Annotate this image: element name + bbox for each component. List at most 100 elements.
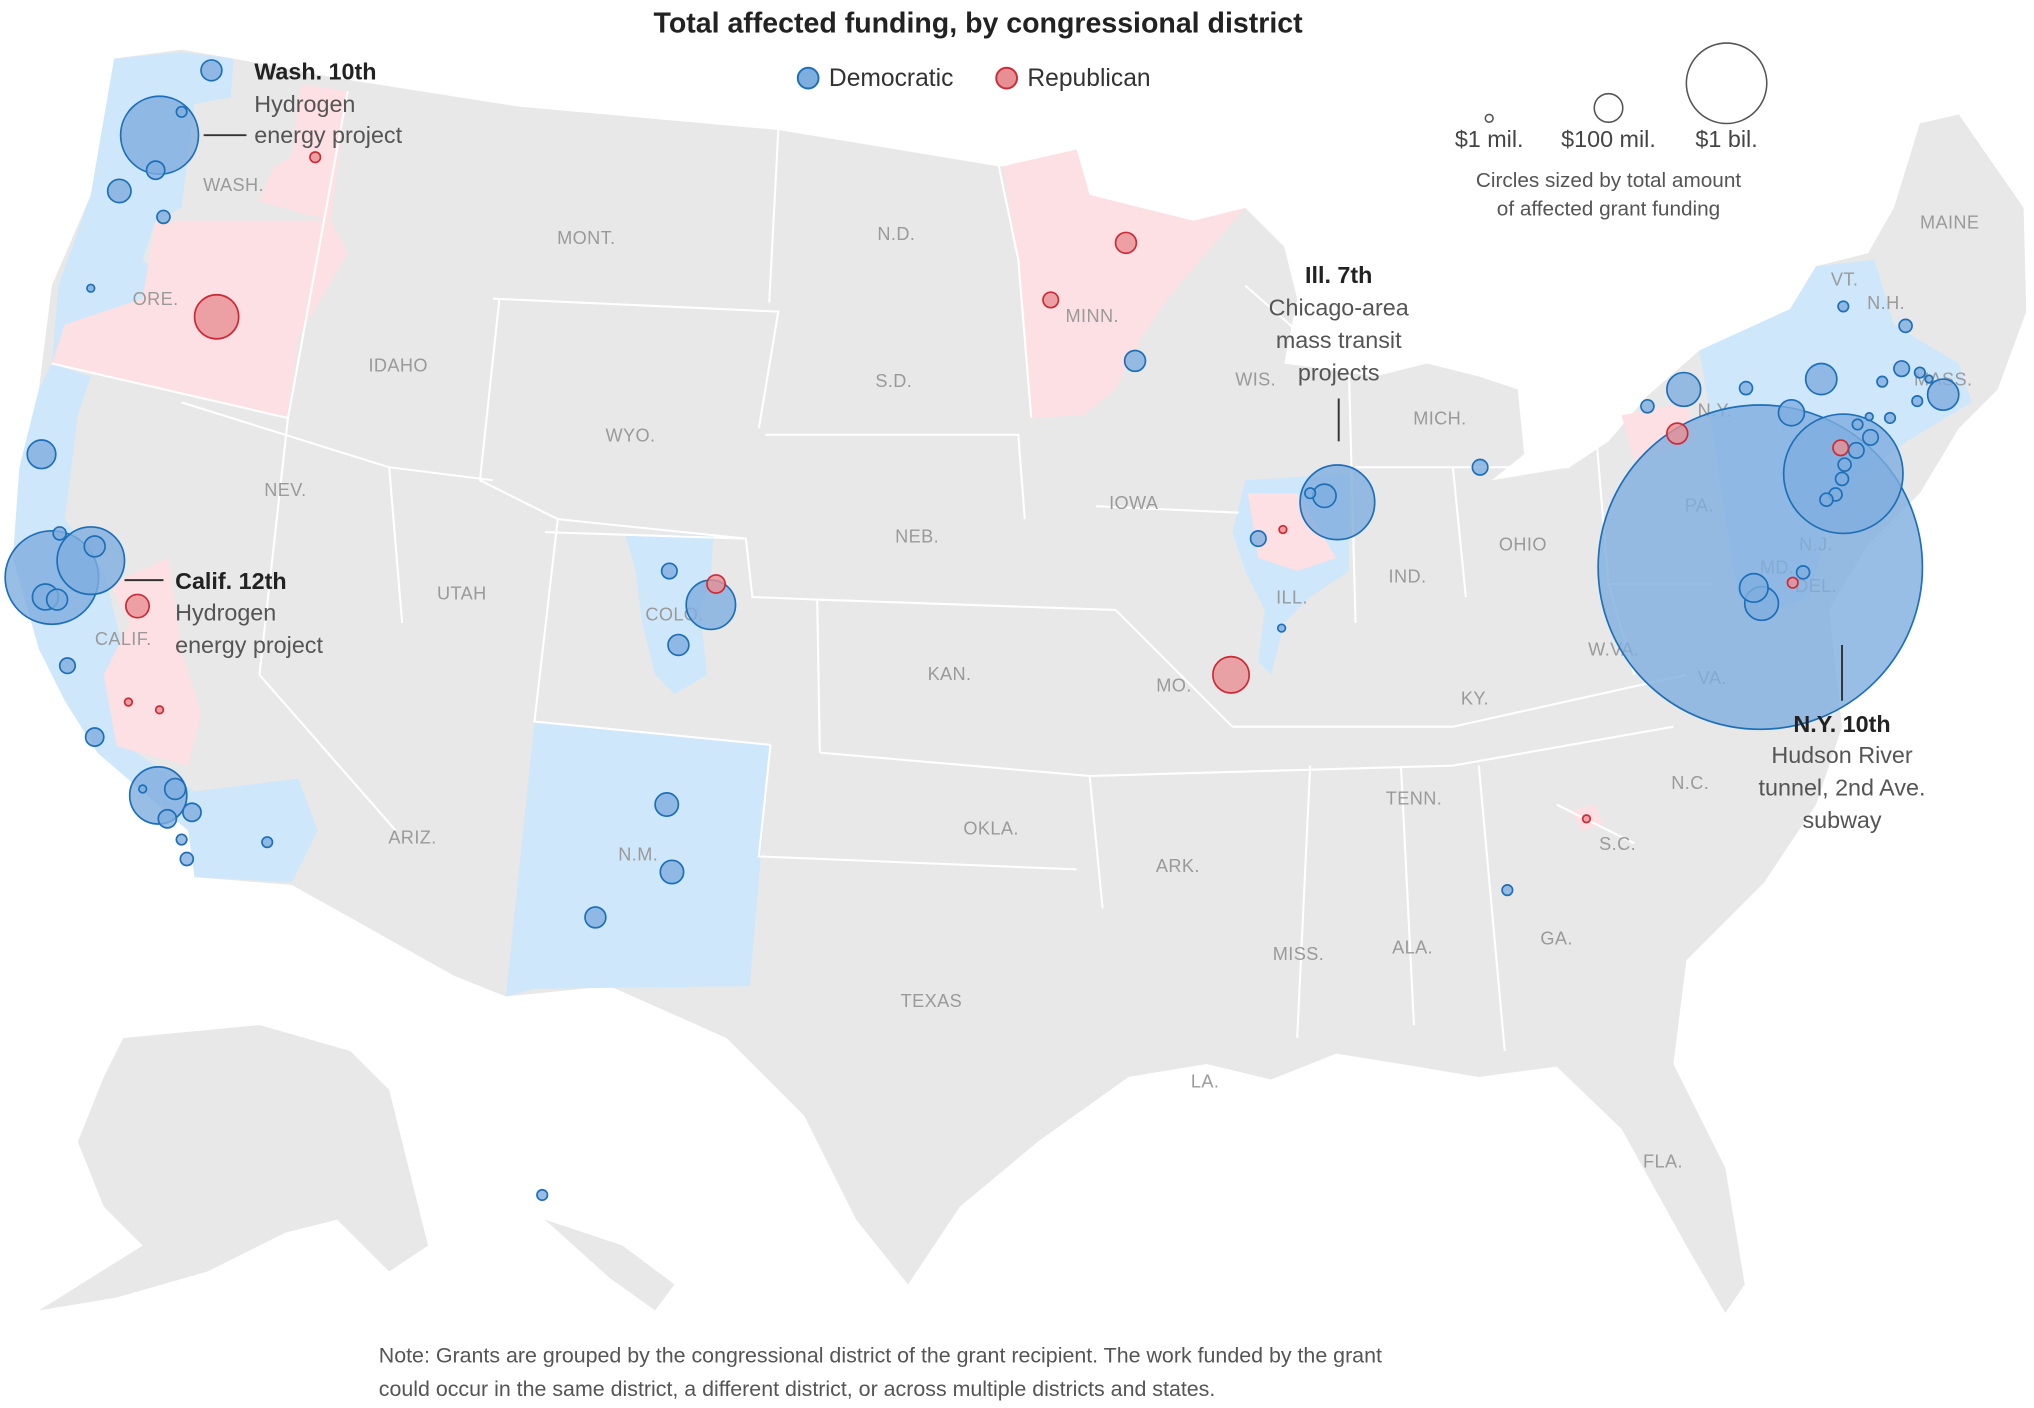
dem-area-new-mexico [505, 721, 771, 997]
democratic-district-circle[interactable] [667, 633, 690, 657]
state-label: GA. [1540, 929, 1572, 949]
state-label: N.D. [877, 224, 915, 244]
size-legend-label-1mil: $1 mil. [1455, 126, 1524, 152]
annotation-text: Hydrogen [175, 599, 276, 625]
democratic-district-circle[interactable] [45, 588, 69, 611]
democratic-district-circle[interactable] [1501, 884, 1514, 897]
democratic-district-circle[interactable] [1911, 395, 1924, 408]
state-label: WASH. [203, 175, 264, 195]
democratic-district-circle[interactable] [175, 833, 188, 846]
democratic-district-circle[interactable] [1893, 360, 1911, 378]
democratic-district-circle[interactable] [1249, 530, 1267, 548]
democratic-district-circle[interactable] [1471, 458, 1489, 476]
size-legend-caption-2: of affected grant funding [1497, 198, 1720, 221]
annotation-text: energy project [254, 122, 402, 148]
democratic-district-circle[interactable] [659, 859, 685, 885]
republican-district-circle[interactable] [1581, 814, 1592, 824]
democratic-district-circle[interactable] [157, 808, 178, 829]
democratic-district-circle[interactable] [1777, 398, 1806, 427]
republican-district-circle[interactable] [1666, 422, 1689, 445]
democratic-district-circle[interactable] [1276, 623, 1287, 633]
republican-district-circle[interactable] [706, 574, 726, 594]
democratic-district-circle[interactable] [1837, 457, 1852, 472]
annotation-wash-10th: Wash. 10th Hydrogen energy project [203, 58, 403, 148]
republican-district-circle[interactable] [1278, 524, 1288, 535]
republican-district-circle[interactable] [1832, 439, 1850, 457]
democratic-district-circle[interactable] [660, 562, 678, 580]
democratic-district-circle[interactable] [179, 851, 195, 867]
democratic-district-circle[interactable] [163, 777, 187, 801]
democratic-district-circle[interactable] [175, 105, 188, 118]
democratic-district-circle[interactable] [56, 526, 126, 596]
democratic-district-circle[interactable] [1876, 375, 1889, 388]
annotation-text: projects [1298, 359, 1380, 385]
rep-area-illinois [1247, 493, 1337, 572]
state-label: ALA. [1392, 938, 1433, 958]
democratic-district-circle[interactable] [1640, 398, 1655, 414]
democratic-district-circle[interactable] [58, 657, 77, 675]
democratic-district-circle[interactable] [145, 160, 166, 181]
democratic-district-circle[interactable] [26, 439, 57, 470]
alaska [38, 1025, 429, 1311]
democratic-district-circle[interactable] [1299, 464, 1376, 541]
democratic-district-circle[interactable] [1864, 412, 1874, 422]
democratic-district-circle[interactable] [1795, 565, 1811, 580]
democratic-district-circle[interactable] [1304, 487, 1317, 500]
democratic-district-circle[interactable] [1834, 471, 1850, 487]
democratic-district-circle[interactable] [261, 836, 274, 849]
democratic-district-circle[interactable] [1666, 371, 1702, 408]
state-label: ARIZ. [388, 827, 436, 847]
republican-district-circle[interactable] [1114, 231, 1138, 255]
legend-republican-swatch [995, 66, 1018, 90]
democratic-district-circle[interactable] [1926, 378, 1960, 412]
state-label: OHIO [1499, 534, 1547, 554]
republican-district-circle[interactable] [1212, 655, 1251, 694]
democratic-district-circle[interactable] [1847, 441, 1865, 459]
democratic-district-circle[interactable] [1804, 362, 1838, 396]
republican-district-circle[interactable] [125, 593, 151, 619]
democratic-district-circle[interactable] [1819, 492, 1834, 508]
democratic-district-circle[interactable] [52, 526, 67, 541]
republican-district-circle[interactable] [123, 697, 134, 707]
democratic-district-circle[interactable] [106, 178, 132, 204]
democratic-district-circle[interactable] [1913, 366, 1926, 379]
democratic-district-circle[interactable] [138, 784, 148, 794]
republican-district-circle[interactable] [309, 151, 322, 164]
republican-district-circle[interactable] [154, 705, 165, 715]
democratic-district-circle[interactable] [1123, 349, 1147, 373]
democratic-district-circle[interactable] [1738, 572, 1769, 604]
democratic-district-circle[interactable] [584, 906, 607, 929]
republican-district-circle[interactable] [1042, 291, 1060, 309]
democratic-district-circle[interactable] [1898, 318, 1913, 334]
legend-republican-label: Republican [1027, 65, 1150, 92]
size-legend-label-100mil: $100 mil. [1561, 126, 1656, 152]
contiguous-us [12, 49, 2027, 1314]
democratic-district-circle[interactable] [1311, 483, 1337, 509]
republican-district-circle[interactable] [193, 293, 240, 340]
annotation-title: Calif. 12th [175, 568, 286, 594]
democratic-district-circle[interactable] [200, 59, 223, 82]
chart-title: Total affected funding, by congressional… [654, 8, 1304, 40]
state-label: VT. [1831, 270, 1858, 290]
state-label: MO. [1156, 676, 1191, 696]
democratic-district-circle[interactable] [1837, 300, 1850, 313]
democratic-district-circle[interactable] [654, 792, 680, 818]
democratic-district-circle[interactable] [1883, 411, 1897, 425]
democratic-district-circle[interactable] [83, 535, 106, 558]
state-label: MAINE [1920, 213, 1979, 233]
democratic-district-circle[interactable] [156, 209, 171, 225]
rep-area-minnesota [1002, 149, 1246, 418]
democratic-district-circle[interactable] [86, 283, 96, 293]
democratic-district-circle[interactable] [84, 727, 105, 748]
republican-district-circle[interactable] [1786, 576, 1799, 589]
state-label: NEB. [895, 526, 939, 546]
democratic-district-circle[interactable] [182, 802, 202, 823]
democratic-district-circle[interactable] [1861, 428, 1880, 447]
democratic-district-circle[interactable] [1738, 380, 1754, 396]
democratic-district-circle[interactable] [536, 1188, 549, 1202]
annotation-text: energy project [175, 632, 323, 658]
size-legend-label-1bil: $1 bil. [1695, 126, 1757, 152]
democratic-district-circle[interactable] [1851, 418, 1864, 431]
democratic-district-circle[interactable] [1924, 374, 1934, 384]
